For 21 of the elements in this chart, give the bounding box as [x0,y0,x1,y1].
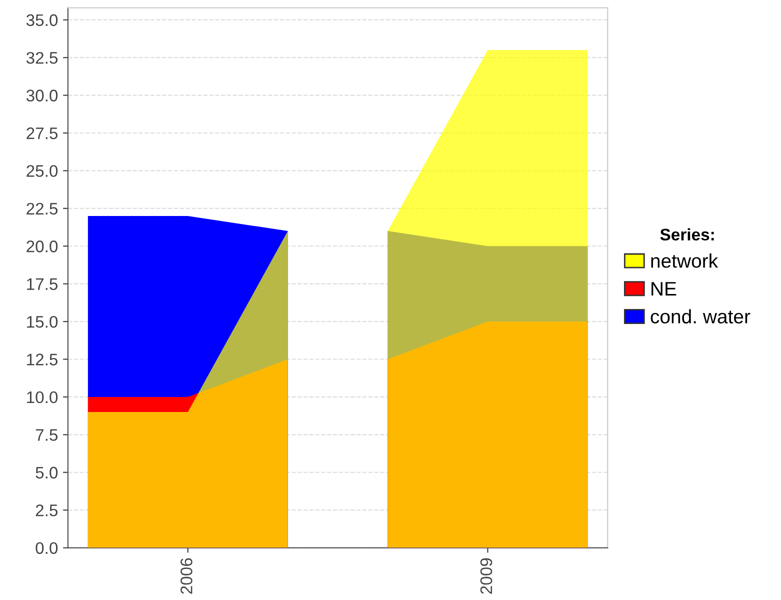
x-tick-label: 2006 [180,558,192,594]
y-tick-label: 5.0 [36,466,58,479]
y-tick-label: 10.0 [27,391,58,404]
y-tick-label: 30.0 [26,90,58,102]
y-tick-label: 32.5 [26,52,58,64]
y-tick-label: 0.0 [36,542,58,554]
y-tick-label: 7.5 [36,429,58,441]
y-tick-label: 2.5 [36,504,58,516]
y-tick-label: 20.0 [26,240,58,252]
y-tick-label: 35.0 [26,14,58,26]
y-tick-label: 12.5 [27,354,58,366]
legend-label: cond. water [650,309,750,324]
x-tick-label: 2009 [480,558,492,594]
legend-label: network [651,254,718,268]
y-tick-label: 17.5 [27,278,58,290]
y-tick-label: 22.5 [26,202,58,215]
legend-label: NE [652,282,676,296]
legend-title: Series: [660,228,714,240]
y-tick-label: 15.0 [27,316,58,328]
y-tick-label: 25.0 [26,165,58,177]
y-tick-label: 27.5 [26,127,58,140]
